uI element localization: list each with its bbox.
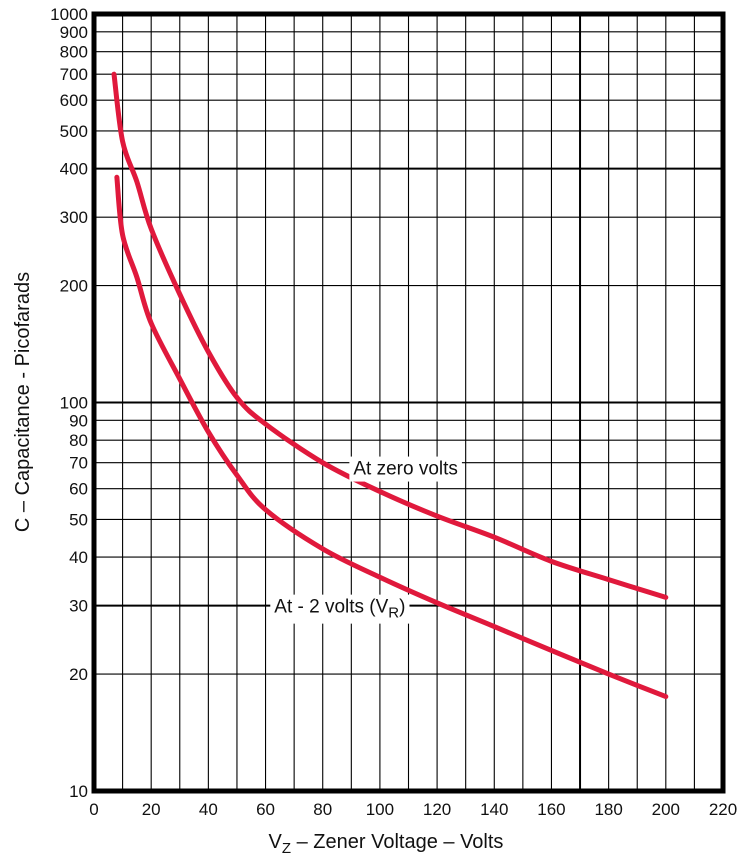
y-tick-label: 200 <box>60 277 88 296</box>
y-tick-label: 90 <box>69 411 88 430</box>
y-tick-label: 80 <box>69 431 88 450</box>
annotations: At zero volts At - 2 volts (VR) <box>270 456 462 624</box>
x-tick-label: 20 <box>142 800 161 819</box>
series-line-minus-two-volts <box>114 174 669 700</box>
annotation-main: At - 2 volts (V <box>274 597 388 618</box>
annotation-text: At - 2 volts (VR) <box>274 597 405 622</box>
annotation-zero-volts: At zero volts <box>349 456 462 482</box>
y-tick-label: 800 <box>60 43 88 62</box>
x-axis-label-subscript: Z <box>282 840 291 857</box>
x-tick-label: 140 <box>480 800 508 819</box>
x-tick-label: 100 <box>366 800 394 819</box>
x-tick-label: 160 <box>537 800 565 819</box>
y-tick-label: 300 <box>60 208 88 227</box>
series-layer <box>111 71 669 700</box>
x-tick-label: 220 <box>709 800 737 819</box>
x-tick-label: 200 <box>652 800 680 819</box>
x-tick-label: 0 <box>89 800 98 819</box>
y-tick-label: 700 <box>60 65 88 84</box>
x-tick-label: 120 <box>423 800 451 819</box>
y-tick-label: 500 <box>60 122 88 141</box>
plot-frame <box>91 11 726 794</box>
y-tick-label: 60 <box>69 480 88 499</box>
y-tick-label: 30 <box>69 597 88 616</box>
y-tick-label: 1000 <box>50 5 88 24</box>
x-tick-label: 60 <box>256 800 275 819</box>
annotation-subscript: R <box>388 605 399 622</box>
y-tick-label: 40 <box>69 548 88 567</box>
x-tick-label: 40 <box>199 800 218 819</box>
x-tick-label: 180 <box>594 800 622 819</box>
annotation-background <box>270 594 410 624</box>
y-tick-label: 50 <box>69 510 88 529</box>
y-tick-label: 900 <box>60 23 88 42</box>
x-axis-label-main: V <box>269 831 283 853</box>
y-tick-label: 400 <box>60 160 88 179</box>
y-axis-label: C – Capacitance - Picofarads <box>12 272 34 532</box>
grid-layer <box>94 14 723 791</box>
x-axis-label-rest: – Zener Voltage – Volts <box>291 831 503 853</box>
x-axis-label: VZ – Zener Voltage – Volts <box>269 831 504 857</box>
y-tick-label: 70 <box>69 454 88 473</box>
series-line-zero-volts <box>111 71 669 600</box>
annotation-background <box>349 456 462 482</box>
annotation-text: At zero volts <box>353 459 458 480</box>
annotation-minus-two-volts: At - 2 volts (VR) <box>270 594 410 624</box>
y-tick-label: 10 <box>69 782 88 801</box>
y-tick-label: 20 <box>69 665 88 684</box>
annotation-tail: ) <box>399 597 405 618</box>
y-tick-label: 600 <box>60 91 88 110</box>
tick-labels: 1020304050607080901002003004005006007008… <box>50 5 737 819</box>
y-tick-label: 100 <box>60 394 88 413</box>
x-tick-label: 80 <box>313 800 332 819</box>
